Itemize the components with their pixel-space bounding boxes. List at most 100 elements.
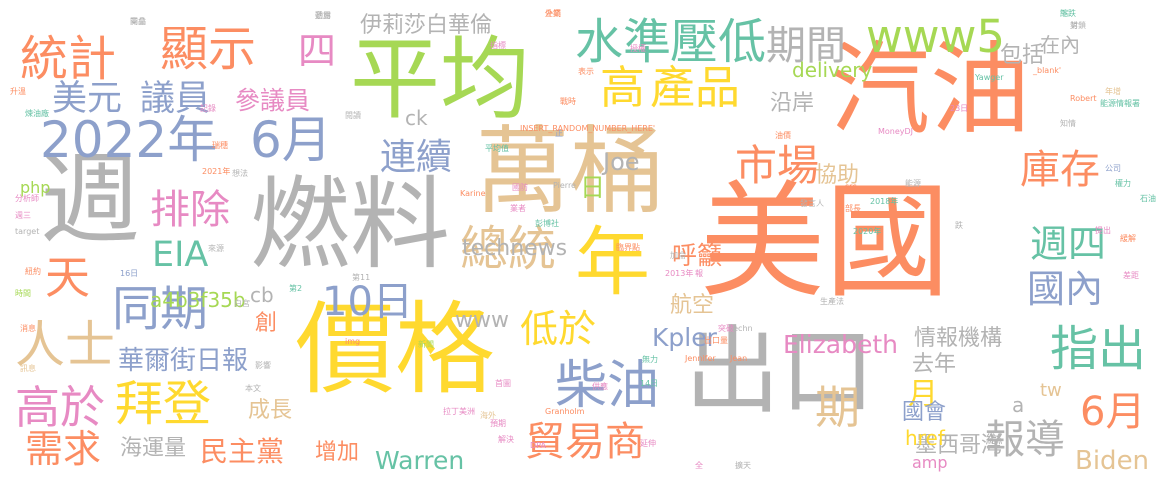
cloud-word-63: php [20,178,51,197]
cloud-word-6: 平均 [350,27,530,132]
cloud-word-75: 日 [580,173,606,202]
cloud-small-word-55: 拉丁美洲 [443,407,475,416]
cloud-small-word-65: 全 [695,461,703,470]
cloud-small-word-75: Jennifer [685,354,716,363]
cloud-small-word-68: 生產法 [820,297,844,306]
cloud-word-66: 呼籲 [672,241,723,270]
cloud-small-word-51: 能源情報署 [1100,99,1140,108]
cloud-small-word-7: 授權 [630,44,646,53]
cloud-word-61: a4b3f35b [150,288,246,312]
cloud-word-48: 情報機構 [914,326,1003,351]
cloud-small-word-43: 發言人 [800,199,824,208]
cloud-small-word-22: Karine [460,189,486,198]
cloud-word-52: 報導 [985,417,1065,463]
cloud-small-word-15: 油價 [775,131,791,140]
cloud-small-word-59: 供應 [592,382,608,391]
cloud-small-word-80: 跌 [955,221,963,230]
cloud-small-word-39: 國防 [512,183,528,192]
cloud-word-22: 伊莉莎白華倫 [360,13,493,38]
cloud-word-64: technews [462,236,568,261]
cloud-small-word-53: 首圖 [495,379,511,388]
cloud-small-word-31: 第11 [352,273,371,282]
cloud-small-word-84: Yawger [975,73,1004,82]
cloud-word-28: 沿岸 [770,91,815,116]
cloud-word-43: 需求 [25,427,102,471]
cloud-small-word-74: Jean [730,354,748,363]
cloud-small-word-58: 14日 [640,379,659,388]
cloud-small-word-83: Robert [1070,94,1097,103]
cloud-small-word-72: 2013年 [665,269,694,278]
cloud-small-word-54: 提出 [1095,226,1111,235]
cloud-small-word-42: src [845,182,857,191]
cloud-small-word-26: 紐約 [25,267,41,276]
cloud-small-word-40: 業者 [510,204,526,213]
cloud-word-36: 週四 [1030,222,1107,266]
cloud-word-60: href [905,426,945,450]
cloud-word-46: 低於 [520,307,597,351]
cloud-small-word-25: target [15,227,40,236]
cloud-word-14: 壓低 [670,14,767,70]
cloud-word-5: 萬桶 [475,117,666,227]
cloud-small-word-63: DPA [530,441,546,450]
cloud-small-word-78: MoneyDJ [878,127,914,136]
cloud-small-word-67: 差距 [1123,271,1139,280]
cloud-small-word-27: 16日 [120,269,139,278]
cloud-word-45: 華爾街日報 [118,346,249,376]
cloud-small-word-33: 白宮 [234,299,250,308]
cloud-small-word-9: 戰時 [560,97,576,106]
cloud-small-word-18: 瑞穗 [212,141,228,150]
cloud-small-word-86: 開會 [130,17,146,26]
cloud-small-word-32: img [345,337,361,346]
cloud-small-word-45: 2018年 [870,197,899,206]
cloud-word-79: a [1012,393,1025,417]
cloud-word-24: 在內 [1040,33,1080,57]
cloud-small-word-14: 正 [555,129,563,138]
cloud-word-30: 排除 [150,187,230,233]
cloud-small-word-35: 消息 [20,324,36,333]
cloud-word-8: 週 [40,141,140,258]
cloud-word-20: 產品 [650,61,741,114]
cloud-small-word-3: 外銷 [545,9,561,18]
cloud-small-word-66: 擴天 [735,461,751,470]
cloud-small-word-47: 能源 [905,179,921,188]
cloud-word-44: 貿易商 [525,419,645,465]
cloud-word-53: 6月 [1080,389,1146,435]
cloud-word-39: 人士 [15,316,115,374]
cloud-small-word-2: 透露 [315,11,331,20]
cloud-small-word-56: 海外 [480,411,496,420]
cloud-word-21: 市場 [735,141,820,190]
cloud-small-word-6: 指標 [490,41,506,50]
cloud-small-word-48: 公司 [1105,164,1121,173]
cloud-small-word-12: 記錄 [200,104,216,113]
cloud-small-word-17: 平均值 [485,144,509,153]
cloud-small-word-81: 緩解 [1120,234,1136,243]
cloud-word-68: 協助 [815,163,860,188]
cloud-small-word-46: 2020年 [853,227,882,236]
cloud-word-34: 同期 [112,281,209,337]
cloud-small-word-13: 閱讀 [345,111,361,120]
cloud-small-word-5: 第 [1070,21,1078,30]
cloud-small-word-69: 加侖 [670,251,686,260]
cloud-word-76: www [455,308,509,333]
cloud-word-74: 期 [815,381,861,434]
cloud-small-word-73: 出口量 [704,336,728,345]
cloud-word-26: 議員 [140,79,211,119]
cloud-small-word-38: 新聞 [418,340,434,349]
cloud-small-word-10: 升溫 [10,87,26,96]
cloud-word-69: 創 [255,311,278,336]
cloud-word-15: 期間 [766,23,846,69]
cloud-small-word-62: 解決 [498,435,514,444]
cloud-word-3: 燃料 [250,166,450,283]
cloud-word-65: Joe [603,148,640,176]
cloud-word-19: 高 [600,61,646,114]
cloud-small-word-1: 商品 [130,17,146,26]
cloud-small-word-77: 彭博社 [535,219,559,228]
cloud-word-71: 國會 [902,400,947,425]
cloud-small-word-57: Granholm [545,407,585,416]
cloud-small-word-60: 無力 [642,355,658,364]
cloud-word-7: 出口 [685,317,876,427]
cloud-word-37: 總統 [460,221,557,277]
cloud-word-4: 價格 [295,291,495,408]
cloud-word-16: www5 [866,10,1006,63]
